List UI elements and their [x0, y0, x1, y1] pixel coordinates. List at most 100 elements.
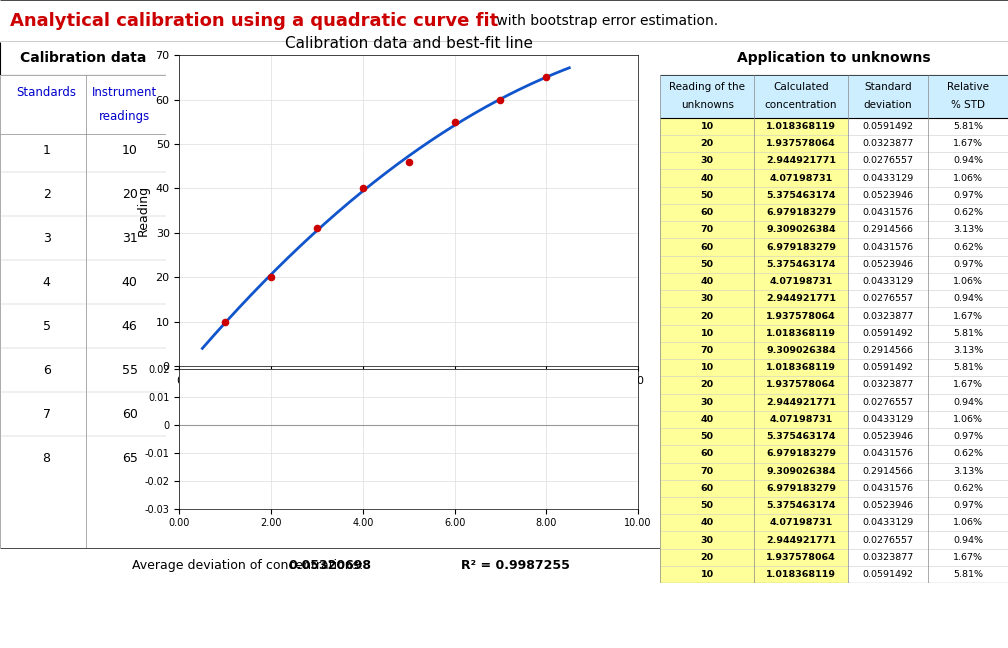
Text: 60: 60	[122, 408, 138, 421]
Text: 2.944921771: 2.944921771	[766, 536, 836, 544]
Text: 0.2914566: 0.2914566	[863, 226, 913, 235]
Text: 1.06%: 1.06%	[953, 415, 983, 424]
Text: 0.0431576: 0.0431576	[863, 450, 913, 458]
Text: 5: 5	[42, 319, 50, 332]
Text: 0.0276557: 0.0276557	[863, 398, 913, 407]
Text: Instrument: Instrument	[92, 86, 157, 99]
Text: 1.06%: 1.06%	[953, 174, 983, 183]
Text: with bootstrap error estimation.: with bootstrap error estimation.	[492, 14, 718, 28]
Text: concentration: concentration	[765, 100, 838, 110]
Text: 6: 6	[42, 364, 50, 376]
Text: 20: 20	[701, 553, 714, 562]
Text: 4.07198731: 4.07198731	[769, 518, 833, 527]
Text: 30: 30	[701, 156, 714, 165]
Text: 20: 20	[701, 139, 714, 148]
Text: 0.2914566: 0.2914566	[863, 467, 913, 476]
Text: Analytical calibration using a quadratic curve fit: Analytical calibration using a quadratic…	[10, 12, 498, 30]
Text: 0.94%: 0.94%	[953, 294, 983, 303]
Text: 0.0523946: 0.0523946	[863, 191, 913, 200]
Text: 5.81%: 5.81%	[953, 364, 983, 372]
Text: 4.07198731: 4.07198731	[769, 277, 833, 286]
X-axis label: Standards: Standards	[377, 391, 440, 404]
Text: 60: 60	[701, 242, 714, 251]
Text: 0.0591492: 0.0591492	[863, 570, 913, 579]
Point	[492, 95, 508, 105]
Text: 55: 55	[122, 364, 138, 376]
Text: 0.0323877: 0.0323877	[863, 380, 913, 389]
Text: 0.62%: 0.62%	[953, 242, 983, 251]
Bar	[660, 445, 848, 463]
Text: 2: 2	[42, 188, 50, 201]
Text: 40: 40	[122, 275, 138, 289]
Text: 10: 10	[701, 122, 714, 131]
Bar	[660, 290, 848, 307]
Text: 0.0591492: 0.0591492	[863, 122, 913, 131]
Text: 31: 31	[122, 232, 138, 245]
Title: Calibration data and best-fit line: Calibration data and best-fit line	[284, 36, 533, 51]
Text: 0.0523946: 0.0523946	[863, 501, 913, 510]
Text: 1.937578064: 1.937578064	[766, 139, 836, 148]
Text: 9.309026384: 9.309026384	[766, 346, 836, 355]
Text: 10: 10	[701, 364, 714, 372]
Text: Standard: Standard	[864, 82, 912, 92]
Text: 5.375463174: 5.375463174	[766, 501, 836, 510]
Bar	[660, 342, 848, 359]
Text: 0.0431576: 0.0431576	[863, 484, 913, 493]
Bar	[660, 170, 848, 187]
Text: 20: 20	[701, 380, 714, 389]
Bar	[660, 531, 848, 549]
Text: 2.944921771: 2.944921771	[766, 398, 836, 407]
Text: 5.375463174: 5.375463174	[766, 191, 836, 200]
Text: deviation: deviation	[864, 100, 912, 110]
Text: 20: 20	[701, 312, 714, 321]
Text: 0.0523946: 0.0523946	[863, 432, 913, 441]
Bar	[660, 238, 848, 256]
Bar	[660, 256, 848, 273]
Point	[263, 272, 279, 283]
Text: % STD: % STD	[951, 100, 985, 110]
Text: 8: 8	[42, 452, 50, 465]
Text: 4.07198731: 4.07198731	[769, 415, 833, 424]
Text: 0.0433129: 0.0433129	[863, 174, 913, 183]
Text: 0.0591492: 0.0591492	[863, 329, 913, 338]
Text: 50: 50	[701, 260, 714, 269]
Text: 5.81%: 5.81%	[953, 329, 983, 338]
Text: 7: 7	[42, 408, 50, 421]
Text: 30: 30	[701, 398, 714, 407]
Text: 30: 30	[701, 536, 714, 544]
Text: 9.309026384: 9.309026384	[766, 226, 836, 235]
Bar	[660, 515, 848, 531]
Text: 1.937578064: 1.937578064	[766, 553, 836, 562]
Text: 1.67%: 1.67%	[953, 553, 983, 562]
Text: 0.97%: 0.97%	[953, 191, 983, 200]
Text: 40: 40	[701, 277, 714, 286]
Text: 0.62%: 0.62%	[953, 208, 983, 217]
Text: 0.2914566: 0.2914566	[863, 346, 913, 355]
Text: 1.67%: 1.67%	[953, 312, 983, 321]
Text: 6.979183279: 6.979183279	[766, 242, 836, 251]
Text: 1.018368119: 1.018368119	[766, 329, 836, 338]
Text: 30: 30	[701, 294, 714, 303]
Bar	[660, 393, 848, 411]
Text: 50: 50	[701, 501, 714, 510]
Text: 0.0431576: 0.0431576	[863, 242, 913, 251]
Text: 0.0433129: 0.0433129	[863, 415, 913, 424]
Point	[401, 157, 417, 167]
Text: R² = 0.9987255: R² = 0.9987255	[461, 559, 570, 572]
Text: 0.97%: 0.97%	[953, 432, 983, 441]
Text: 40: 40	[701, 518, 714, 527]
Text: 5.81%: 5.81%	[953, 122, 983, 131]
Text: 60: 60	[701, 450, 714, 458]
Text: 0.0433129: 0.0433129	[863, 277, 913, 286]
Point	[538, 536, 554, 546]
Text: 0.0276557: 0.0276557	[863, 536, 913, 544]
Text: 1.937578064: 1.937578064	[766, 380, 836, 389]
Text: 1.67%: 1.67%	[953, 139, 983, 148]
Text: 10: 10	[122, 144, 138, 157]
Text: unknowns: unknowns	[680, 100, 734, 110]
Text: 0.94%: 0.94%	[953, 536, 983, 544]
Text: 0.97%: 0.97%	[953, 501, 983, 510]
Text: Calculated: Calculated	[773, 82, 829, 92]
Text: 70: 70	[701, 346, 714, 355]
Bar	[660, 359, 848, 376]
